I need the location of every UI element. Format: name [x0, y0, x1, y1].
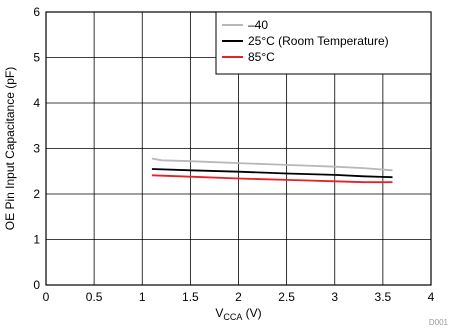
series-line-2 — [151, 174, 393, 184]
y-tick-label: 5 — [33, 51, 40, 65]
y-axis-label: OE Pin Input Capacitance (pF) — [3, 67, 17, 230]
x-axis-label-unit: (V) — [242, 306, 261, 320]
x-axis-label-main: V — [215, 306, 223, 320]
legend-label-0: –40 — [248, 18, 268, 32]
legend-label-2: 85°C — [248, 50, 275, 64]
legend-box — [215, 11, 432, 75]
y-tick-label: 4 — [33, 96, 40, 110]
series-line-1 — [151, 168, 393, 179]
x-axis-label-subscript: CCA — [223, 312, 242, 322]
y-tick-label: 0 — [33, 278, 40, 292]
watermark: D001 — [429, 318, 449, 327]
x-tick-label: 1 — [139, 290, 146, 304]
x-tick-label: 1.5 — [182, 290, 199, 304]
x-axis-label: VCCA (V) — [215, 306, 261, 322]
x-tick-label: 3.5 — [375, 290, 392, 304]
x-tick-label: 3 — [331, 290, 338, 304]
y-tick-label: 3 — [33, 142, 40, 156]
x-tick-label: 0 — [43, 290, 50, 304]
series-lines — [151, 157, 393, 184]
y-tick-label: 1 — [33, 233, 40, 247]
x-tick-label: 0.5 — [86, 290, 103, 304]
tick-labels: 0 0.5 1 1.5 2 2.5 3 3.5 4 0 1 2 3 4 5 6 — [33, 5, 434, 304]
x-tick-label: 2.5 — [278, 290, 295, 304]
legend: –40 25°C (Room Temperature) 85°C — [215, 11, 432, 75]
x-tick-label: 4 — [428, 290, 435, 304]
series-line-0 — [151, 157, 393, 172]
legend-label-1: 25°C (Room Temperature) — [248, 34, 389, 48]
x-tick-label: 2 — [235, 290, 242, 304]
y-tick-label: 6 — [33, 5, 40, 19]
y-tick-label: 2 — [33, 187, 40, 201]
